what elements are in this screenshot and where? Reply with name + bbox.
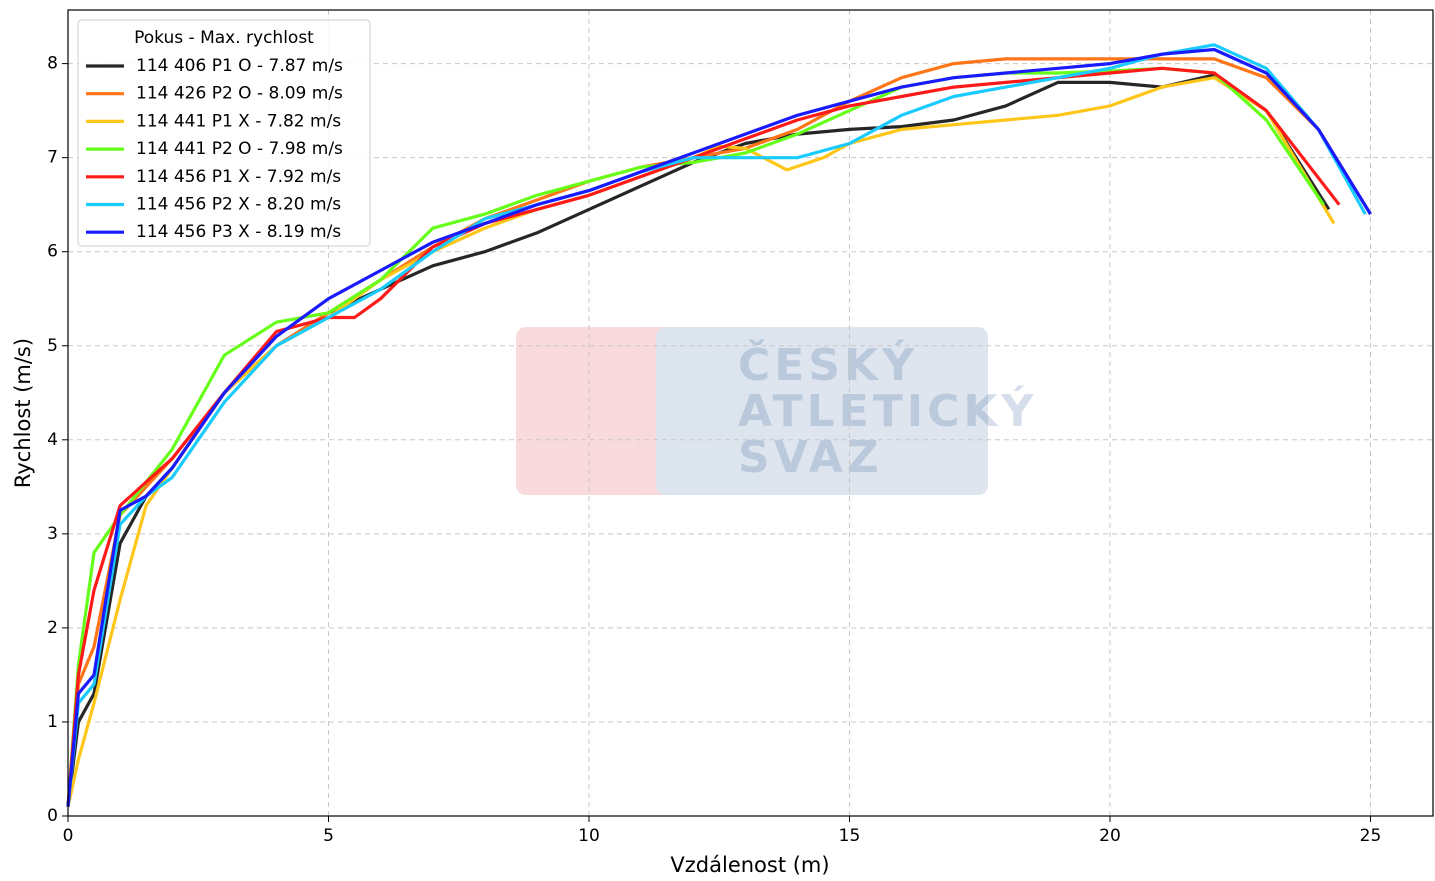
y-tick-label: 7 xyxy=(47,148,58,168)
y-tick-label: 2 xyxy=(47,618,58,638)
legend: Pokus - Max. rychlost 114 406 P1 O - 7.87… xyxy=(77,19,371,247)
y-tick-label: 4 xyxy=(47,430,58,450)
y-tick-label: 1 xyxy=(47,712,58,732)
legend-label: 114 441 P1 X - 7.82 m/s xyxy=(136,111,341,131)
legend-title: Pokus - Max. rychlost xyxy=(134,28,314,48)
legend-label: 114 456 P1 X - 7.92 m/s xyxy=(136,167,341,187)
legend-box xyxy=(77,19,371,247)
watermark-blue xyxy=(656,327,988,495)
x-tick-label: 25 xyxy=(1360,826,1382,846)
x-tick-label: 5 xyxy=(323,826,334,846)
legend-label: 114 406 P1 O - 7.87 m/s xyxy=(136,56,343,76)
legend-label: 114 456 P2 X - 8.20 m/s xyxy=(136,195,341,215)
watermark-line: ATLETICKÝ xyxy=(738,384,1037,437)
y-tick-label: 8 xyxy=(47,54,58,74)
y-tick-label: 3 xyxy=(47,524,58,544)
y-tick-label: 0 xyxy=(47,806,58,826)
x-tick-label: 0 xyxy=(63,826,74,846)
y-tick-label: 6 xyxy=(47,242,58,262)
watermark-line: SVAZ xyxy=(738,432,883,483)
series-line xyxy=(66,47,1372,807)
watermark-red xyxy=(516,327,696,495)
x-axis-label: Vzdálenost (m) xyxy=(670,853,829,877)
x-tick-label: 15 xyxy=(839,826,861,846)
x-tick-label: 20 xyxy=(1099,826,1121,846)
y-axis-label: Rychlost (m/s) xyxy=(11,338,35,488)
y-tick-label: 5 xyxy=(47,336,58,356)
plot-frame xyxy=(67,9,1434,817)
watermark xyxy=(516,327,988,495)
legend-label: 114 426 P2 O - 8.09 m/s xyxy=(136,84,343,104)
plot-area: 0 5 10 15 20 25 0 1 2 3 4 5 6 7 8 xyxy=(47,9,1434,846)
watermark-line: ČESKÝ xyxy=(738,338,918,391)
x-tick-label: 10 xyxy=(578,826,600,846)
legend-label: 114 441 P2 O - 7.98 m/s xyxy=(136,139,343,159)
legend-label: 114 456 P3 X - 8.19 m/s xyxy=(136,222,341,242)
